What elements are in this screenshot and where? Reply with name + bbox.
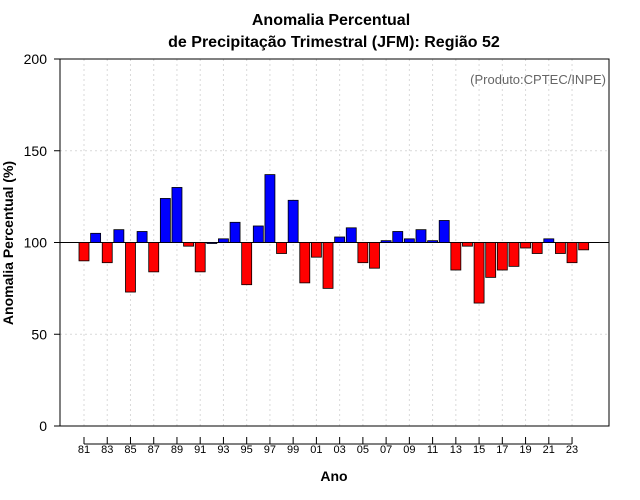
bar-02 [322, 242, 334, 289]
y-tick-label-150: 150 [24, 143, 48, 159]
bar-98 [276, 242, 287, 254]
bar-17 [496, 242, 508, 271]
x-tick-label-81: 81 [78, 444, 90, 456]
x-tick-label-21: 21 [543, 444, 555, 456]
x-tick-label-97: 97 [264, 444, 276, 456]
x-tick-label-83: 83 [101, 444, 113, 456]
bar-97 [264, 174, 276, 243]
bar-81 [78, 242, 90, 262]
y-axis-label: Anomalia Percentual (%) [0, 161, 16, 325]
x-tick-label-99: 99 [287, 444, 299, 456]
bar-22 [555, 242, 566, 254]
bar-16 [485, 242, 497, 278]
bar-15 [473, 242, 485, 304]
bar-07 [380, 240, 392, 243]
x-tick-label-91: 91 [194, 444, 206, 456]
x-axis: 81 83 85 87 89 91 93 95 97 99 01 03 05 07 09 11 13 15 17 19… [78, 437, 578, 456]
x-tick-label-05: 05 [357, 444, 369, 456]
x-tick-label-19: 19 [519, 444, 531, 456]
x-tick-label-11: 11 [427, 444, 438, 456]
bars-group [78, 174, 590, 304]
x-tick-label-85: 85 [124, 444, 136, 456]
bar-01 [310, 242, 322, 258]
bar-94 [229, 221, 241, 243]
x-tick-label-03: 03 [334, 444, 346, 456]
bar-08 [392, 231, 404, 243]
bar-87 [148, 242, 160, 273]
x-tick-label-87: 87 [148, 444, 160, 456]
bar-83 [101, 242, 113, 264]
x-tick-label-23: 23 [566, 444, 578, 456]
bar-04 [345, 227, 357, 243]
x-tick-label-15: 15 [473, 444, 485, 456]
bar-13 [450, 242, 462, 271]
bar-92 [206, 242, 218, 244]
bar-10 [415, 229, 427, 243]
bar-14 [462, 242, 473, 247]
x-tick-label-09: 09 [403, 444, 415, 456]
chart-title-line1: Anomalia Percentual [252, 12, 410, 29]
bar-88 [159, 198, 171, 243]
bar-24 [578, 242, 590, 251]
y-tick-label-50: 50 [31, 326, 47, 342]
bar-84 [113, 229, 125, 243]
bar-03 [334, 236, 346, 243]
bar-09 [403, 238, 415, 243]
bar-00 [299, 242, 311, 284]
x-tick-label-93: 93 [217, 444, 229, 456]
x-tick-label-89: 89 [171, 444, 183, 456]
bar-90 [183, 242, 194, 247]
y-tick-label-100: 100 [24, 235, 48, 251]
bar-86 [136, 231, 148, 243]
bar-93 [218, 238, 229, 243]
y-tick-label-200: 200 [24, 51, 48, 67]
x-tick-label-17: 17 [496, 444, 508, 456]
x-tick-label-07: 07 [380, 444, 392, 456]
bar-20 [531, 242, 543, 254]
bar-91 [194, 242, 206, 273]
bar-18 [508, 242, 520, 267]
bar-82 [90, 232, 102, 243]
y-axis: 0 50 100 150 200 [24, 51, 60, 434]
bar-19 [520, 242, 531, 249]
bar-11 [427, 240, 439, 243]
x-tick-label-95: 95 [241, 444, 253, 456]
x-tick-label-01: 01 [310, 444, 322, 456]
bar-96 [252, 225, 264, 243]
bar-89 [171, 187, 183, 243]
y-tick-label-0: 0 [39, 418, 47, 434]
bar-23 [566, 242, 578, 264]
bar-85 [125, 242, 136, 293]
credit-text: (Produto:CPTEC/INPE) [470, 72, 606, 87]
bar-05 [357, 242, 369, 264]
bar-95 [241, 242, 253, 286]
bar-12 [438, 220, 450, 243]
bar-06 [369, 242, 380, 269]
x-tick-label-13: 13 [450, 444, 462, 456]
bar-21 [543, 238, 555, 243]
grid-lines [60, 59, 609, 426]
x-axis-label: Ano [320, 468, 347, 484]
bar-99 [287, 199, 299, 243]
chart-title-line2: de Precipitação Trimestral (JFM): Região… [168, 34, 500, 51]
